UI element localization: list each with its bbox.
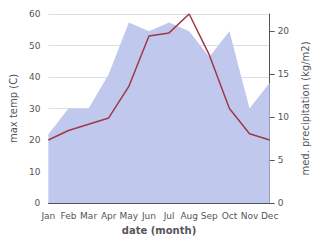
svg-text:Jan: Jan (40, 211, 55, 221)
svg-text:Sep: Sep (201, 211, 218, 221)
svg-text:Jul: Jul (163, 211, 175, 221)
svg-text:10: 10 (29, 167, 41, 177)
svg-text:Mar: Mar (80, 211, 97, 221)
svg-text:max temp (C): max temp (C) (8, 74, 19, 143)
svg-text:20: 20 (278, 26, 290, 36)
svg-text:Nov: Nov (241, 211, 259, 221)
svg-text:10: 10 (278, 112, 290, 122)
svg-text:5: 5 (278, 155, 284, 165)
svg-text:30: 30 (29, 104, 41, 114)
svg-text:Jun: Jun (141, 211, 156, 221)
svg-text:20: 20 (29, 135, 41, 145)
svg-text:Oct: Oct (222, 211, 238, 221)
svg-text:50: 50 (29, 41, 41, 51)
svg-text:Apr: Apr (101, 211, 117, 221)
svg-text:40: 40 (29, 72, 41, 82)
svg-text:Aug: Aug (180, 211, 198, 221)
svg-text:60: 60 (29, 9, 41, 19)
svg-text:med. precipitation (kg/m2): med. precipitation (kg/m2) (300, 41, 311, 175)
svg-text:date (month): date (month) (122, 225, 196, 236)
svg-text:Dec: Dec (261, 211, 278, 221)
svg-text:15: 15 (278, 69, 289, 79)
svg-text:Feb: Feb (61, 211, 77, 221)
svg-text:0: 0 (278, 198, 284, 208)
svg-text:0: 0 (35, 198, 41, 208)
svg-text:May: May (120, 211, 139, 221)
